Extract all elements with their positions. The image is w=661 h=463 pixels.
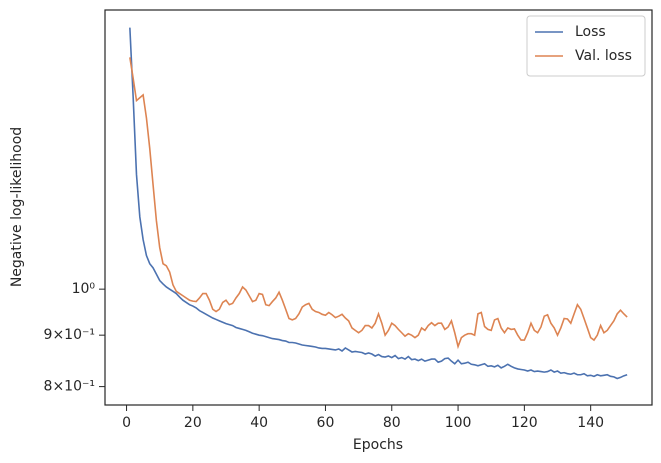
line-series [129,57,628,350]
x-tick-label: 60 [317,415,335,431]
x-tick-label: 0 [122,415,131,431]
line-series [129,27,628,380]
x-tick-label: 40 [250,415,268,431]
legend-label: Val. loss [575,48,632,64]
x-tick-label: 140 [577,415,604,431]
y-tick-label: 8×10⁻¹ [44,379,95,395]
x-tick-label: 100 [445,415,472,431]
plot-frame [104,9,653,406]
y-axis-label: Negative log-likelihood [9,127,25,287]
legend-label: Loss [575,24,606,40]
y-tick-label: 10⁰ [72,281,96,297]
x-tick-label: 20 [184,415,202,431]
y-tick-label: 9×10⁻¹ [44,327,95,343]
legend-box [526,15,646,77]
x-axis-label: Epochs [353,437,403,453]
x-tick-label: 80 [383,415,401,431]
x-tick-label: 120 [511,415,538,431]
